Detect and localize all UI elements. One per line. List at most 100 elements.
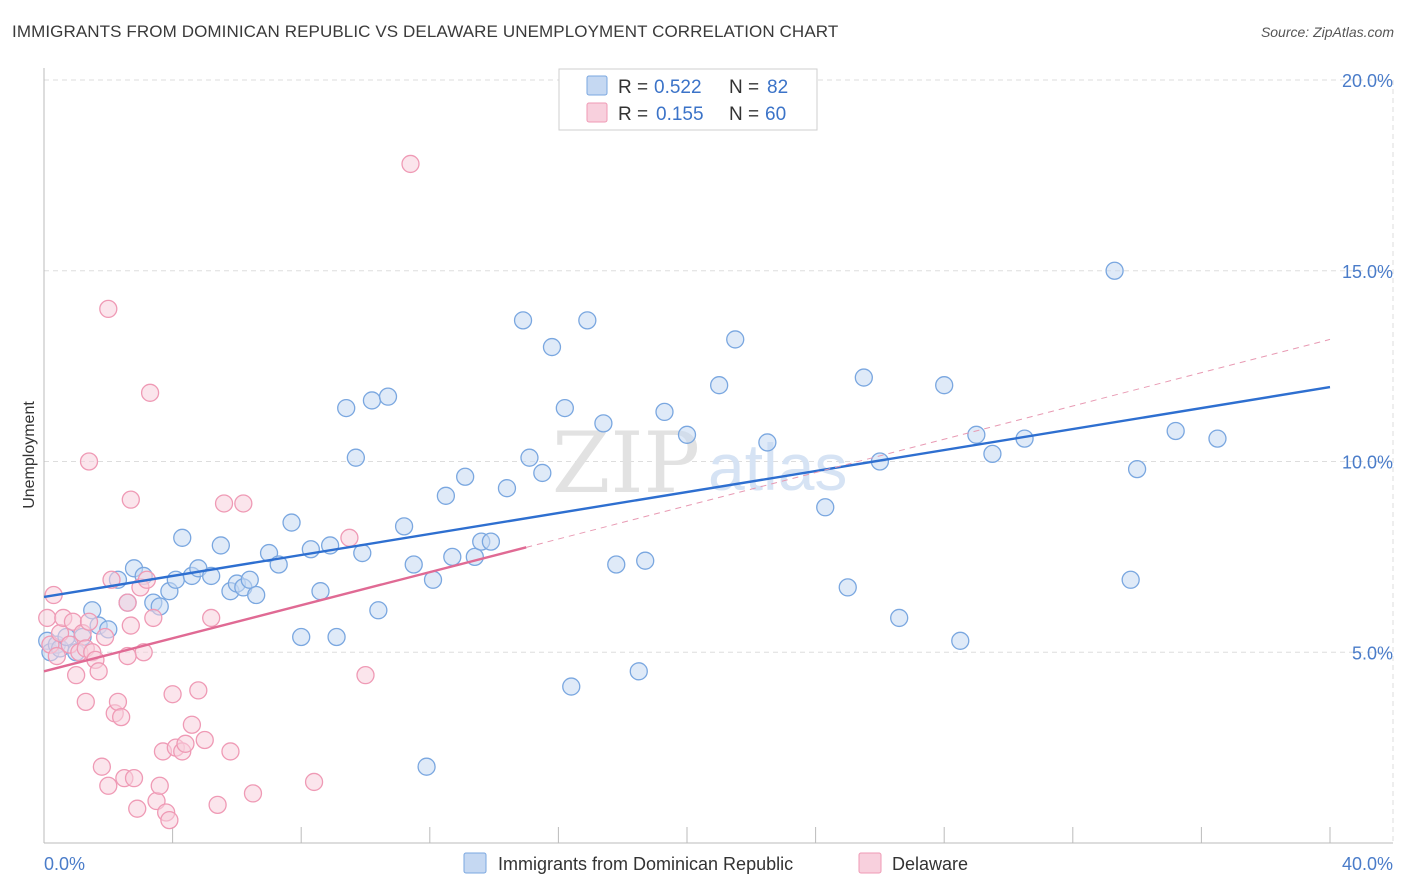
point-series-2-43 [195,730,214,750]
legend-r-value-2: 0.155 [656,104,704,125]
bottom-legend-swatch-series-2 [858,852,882,874]
point-series-2-30 [140,383,160,402]
point-series-1-71 [838,578,857,597]
grid-lines [44,79,1394,843]
chart-title: IMMIGRANTS FROM DOMINICAN REPUBLIC VS DE… [12,22,839,41]
legend-n-label-1: N = [729,77,764,98]
point-series-1-74 [890,608,909,628]
point-series-1-67 [710,376,729,395]
legend-swatch-series-2 [586,102,608,123]
point-series-2-21 [108,692,128,711]
legend-n-value-1: 82 [767,77,788,98]
y-tick-labels: 5.0% 10.0% 15.0% 20.0% [1342,71,1393,663]
point-series-1-69 [758,433,777,452]
point-series-1-80 [1105,261,1124,280]
point-series-2-44 [202,608,221,628]
point-series-1-66 [677,425,697,444]
x-tick-label-max: 40.0% [1342,854,1393,874]
trend-line-series-1 [43,385,1331,599]
point-series-1-61 [594,414,613,433]
point-series-1-72 [854,368,873,387]
axes [43,68,1393,844]
point-series-1-38 [346,448,366,467]
point-series-1-54 [513,311,533,330]
point-series-1-41 [369,601,388,620]
point-series-2-22 [112,707,131,727]
watermark-atlas: atlas [708,430,847,504]
y-tick-label-1: 5.0% [1352,643,1393,663]
point-series-1-64 [636,551,655,570]
y-axis-title: Unemployment [21,401,38,509]
point-series-2-37 [163,685,182,704]
point-series-2-55 [340,528,359,547]
point-series-1-28 [247,585,266,605]
watermark-zip: ZIP [552,414,700,512]
legend-r-value-1: 0.522 [654,77,702,98]
point-series-1-48 [443,547,462,567]
point-series-2-41 [182,715,202,734]
point-series-2-16 [92,757,112,776]
point-series-2-36 [160,810,179,830]
point-series-2-45 [208,795,227,814]
point-series-1-57 [542,337,562,357]
point-series-2-18 [99,776,118,795]
point-series-2-15 [89,662,108,681]
point-series-2-1 [38,608,57,628]
point-series-2-40 [176,734,195,753]
point-series-2-52 [121,490,140,509]
trend-line-series-2 [43,546,527,673]
point-series-2-49 [243,784,263,803]
point-series-2-48 [234,494,253,513]
x-tick-labels: 0.0% 40.0% [44,854,1393,874]
point-series-1-62 [607,555,626,574]
point-series-2-47 [221,742,240,761]
point-series-2-31 [144,608,163,628]
point-series-1-63 [629,662,648,681]
point-series-2-56 [356,665,375,685]
point-series-2-60 [47,646,67,666]
point-series-1-43 [394,517,414,536]
point-series-1-53 [497,479,517,498]
point-series-1-68 [726,330,745,349]
point-series-2-42 [189,681,208,700]
point-series-1-70 [816,498,835,517]
point-series-1-60 [578,311,597,330]
point-series-1-84 [1208,429,1227,448]
point-series-1-31 [282,513,301,532]
point-series-1-34 [311,582,330,601]
legend-n-label-2: N = [729,104,764,125]
legend-r-label-2: R = [618,104,653,125]
point-series-2-12 [79,612,99,631]
point-series-1-44 [404,555,423,574]
legend-box: R = 0.522 N = 82 R = 0.155 N = 60 [558,68,818,131]
point-series-2-24 [118,593,137,612]
point-series-1-81 [1121,570,1140,589]
point-series-1-37 [337,398,356,418]
point-series-1-36 [327,627,346,647]
point-series-1-27 [240,570,259,589]
bottom-legend-swatch-series-1 [463,852,487,874]
point-series-1-76 [951,631,970,650]
point-series-1-19 [173,528,192,547]
point-series-1-56 [533,463,552,483]
x-tick-label-min: 0.0% [44,854,85,874]
bottom-legend-label-series-1: Immigrants from Dominican Republic [498,854,793,874]
point-series-2-51 [79,452,99,471]
point-series-1-55 [520,448,539,467]
point-series-2-46 [214,494,234,513]
point-series-1-77 [967,425,986,444]
point-series-2-57 [401,154,420,174]
watermark: ZIP atlas [552,414,847,512]
point-series-1-22 [202,566,221,586]
point-series-1-83 [1166,421,1185,441]
data-points [38,154,1227,830]
point-series-1-82 [1127,459,1147,479]
trend-lines [43,338,1331,673]
point-series-1-65 [655,402,674,422]
point-series-1-59 [562,677,581,696]
legend-r-label-1: R = [618,77,653,98]
point-series-2-50 [99,299,118,319]
point-series-2-26 [124,768,144,788]
point-series-2-33 [150,776,169,795]
